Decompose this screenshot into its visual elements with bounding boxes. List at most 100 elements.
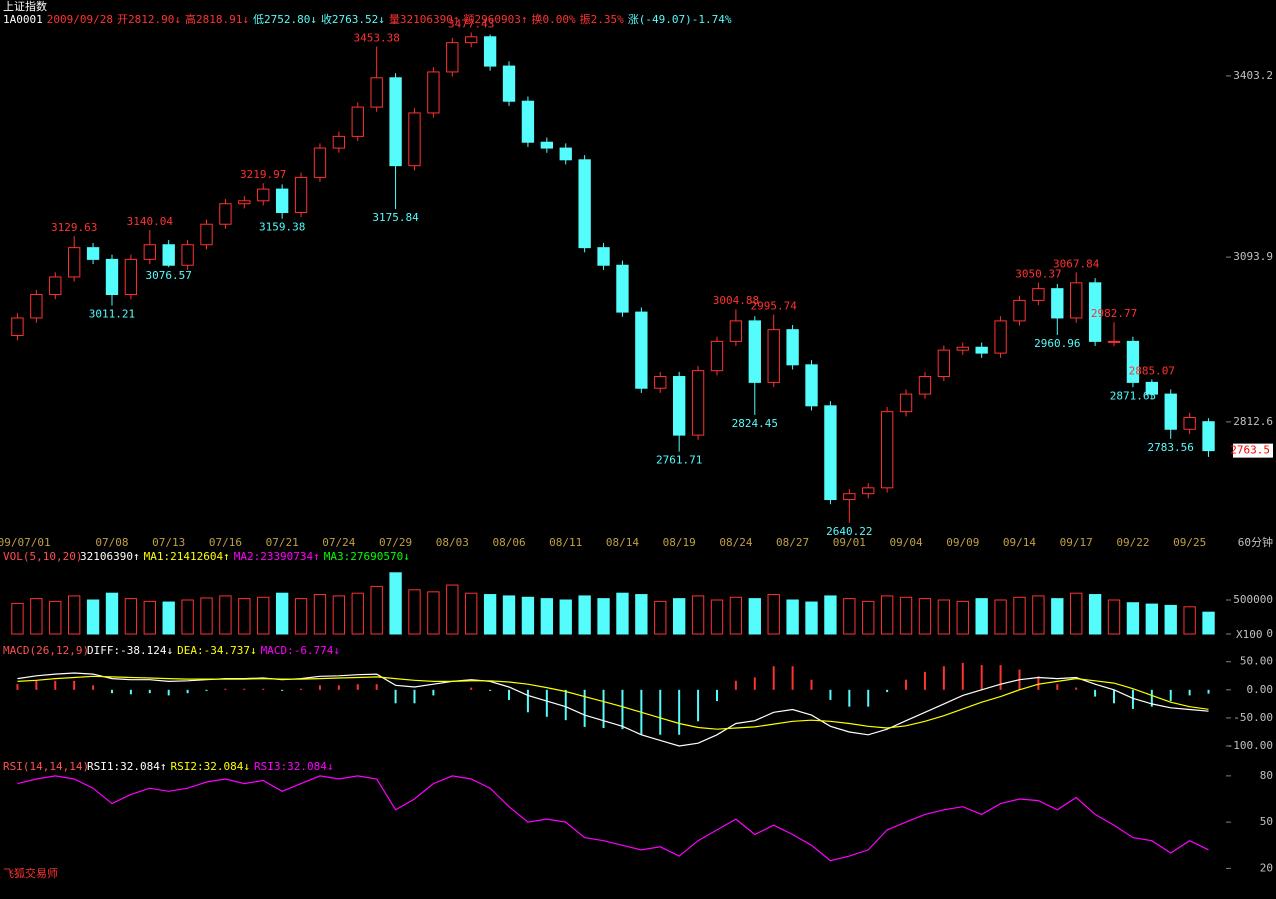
volume-bar xyxy=(1088,594,1102,635)
volume-bar xyxy=(1145,603,1158,635)
candle-body xyxy=(1051,288,1064,319)
candle-body xyxy=(1183,417,1196,430)
x-tick-label: 2009/07/01 xyxy=(0,536,51,549)
volume-bar xyxy=(975,598,988,635)
candle-body xyxy=(654,376,667,389)
candle-body xyxy=(729,320,743,342)
volume-bar xyxy=(937,599,951,635)
panel-title: MACD(26,12,9) xyxy=(3,644,89,657)
candle-body xyxy=(502,65,516,102)
volume-bar xyxy=(181,599,194,635)
candle-body xyxy=(578,159,591,249)
volume-bar xyxy=(49,600,62,635)
volume-bar xyxy=(465,592,478,635)
volume-bar xyxy=(200,597,213,635)
low-label: 3011.21 xyxy=(89,308,135,321)
candle-body xyxy=(1013,299,1026,322)
volume-bar xyxy=(710,599,724,635)
volume-bar xyxy=(162,601,175,635)
x-tick-label: 07/16 xyxy=(209,536,242,549)
candle-body xyxy=(483,36,497,67)
legend-item: DIFF:-38.124↓ xyxy=(87,644,173,657)
volume-bar xyxy=(824,595,837,635)
volume-bar xyxy=(294,598,308,635)
legend-item: RSI1:32.084↑ xyxy=(87,760,166,773)
volume-bar xyxy=(994,599,1007,635)
volume-bar xyxy=(673,598,686,635)
candle-body xyxy=(843,493,856,501)
legend-item: 高2818.91↓ xyxy=(185,12,249,26)
x-tick-label: 09/09 xyxy=(946,536,979,549)
candle-body xyxy=(540,141,553,149)
candle-body xyxy=(1070,282,1083,319)
panel-title: RSI(14,14,14) xyxy=(3,760,89,773)
x-tick-label: 09/14 xyxy=(1003,536,1036,549)
y-tick-label: 20 xyxy=(1260,861,1273,874)
volume-bar xyxy=(559,599,572,635)
volume-bar xyxy=(748,598,761,635)
last-price-label: 2763.5 xyxy=(1230,444,1270,457)
candle-body xyxy=(1202,421,1215,452)
volume-bar xyxy=(408,589,421,635)
candle-body xyxy=(200,223,213,246)
y-tick-label: -50.00 xyxy=(1233,711,1273,724)
volume-bar xyxy=(389,572,402,635)
high-label: 3219.97 xyxy=(240,168,286,181)
y-tick-label: 0 xyxy=(1266,627,1273,640)
low-label: 2960.96 xyxy=(1034,337,1080,350)
high-label: 3477.43 xyxy=(448,17,494,30)
candle-body xyxy=(1088,282,1102,342)
footer: 飞狐交易师 xyxy=(3,866,58,880)
high-label: 3067.84 xyxy=(1053,257,1100,270)
legend-item: 2009/09/28 xyxy=(47,13,113,26)
y-tick-label: 50 xyxy=(1260,815,1273,828)
candle-body xyxy=(975,346,988,354)
candle-body xyxy=(1126,340,1140,383)
high-label: 3140.04 xyxy=(127,215,174,228)
volume-bar xyxy=(502,595,516,635)
panel-title: VOL(5,10,20) xyxy=(3,550,82,563)
x-tick-label: 08/27 xyxy=(776,536,809,549)
last-price-box xyxy=(1233,443,1273,458)
volume-bar xyxy=(918,598,932,635)
legend-item: 振2.35% xyxy=(580,12,624,26)
volume-bar xyxy=(332,595,346,635)
volume-bar xyxy=(1107,599,1121,635)
candle-body xyxy=(918,376,932,395)
x-tick-label: 08/06 xyxy=(492,536,525,549)
x-tick-label: 08/03 xyxy=(436,536,469,549)
candle-body xyxy=(49,276,62,296)
x-tick-label: 08/19 xyxy=(663,536,696,549)
legend-item: 额2960903↑ xyxy=(464,13,528,26)
volume-bar xyxy=(351,592,364,635)
candle-body xyxy=(294,176,308,214)
series-line xyxy=(17,775,1209,862)
candle-body xyxy=(748,320,761,383)
y-tick-label: 0.00 xyxy=(1247,683,1274,696)
legend-item: 32106390↑ xyxy=(80,550,140,563)
volume-bar xyxy=(446,584,459,635)
x-tick-label: 09/25 xyxy=(1173,536,1206,549)
candle-body xyxy=(11,317,24,337)
candle-body xyxy=(691,370,705,436)
candle-body xyxy=(767,329,780,383)
y-tick-label: 2812.6 xyxy=(1233,415,1273,428)
candle-body xyxy=(937,349,951,378)
legend-item: 量32106390↑ xyxy=(389,13,460,26)
legend-item: 涨(-49.07)-1.74% xyxy=(628,13,732,26)
low-label: 3076.57 xyxy=(146,269,192,282)
candle-body xyxy=(181,244,194,266)
candle-body xyxy=(710,340,724,372)
volume-bar xyxy=(1164,604,1177,635)
volume-bar xyxy=(313,594,327,635)
candle-body xyxy=(143,244,156,260)
volume-bar xyxy=(1070,592,1083,635)
volume-bar xyxy=(257,596,270,635)
candle-body xyxy=(899,393,913,413)
high-label: 3129.63 xyxy=(51,221,97,234)
candle-body xyxy=(238,200,251,205)
volume-bar xyxy=(805,601,818,635)
legend-item: MA2:23390734↑ xyxy=(234,550,320,563)
volume-bar xyxy=(1013,596,1026,635)
